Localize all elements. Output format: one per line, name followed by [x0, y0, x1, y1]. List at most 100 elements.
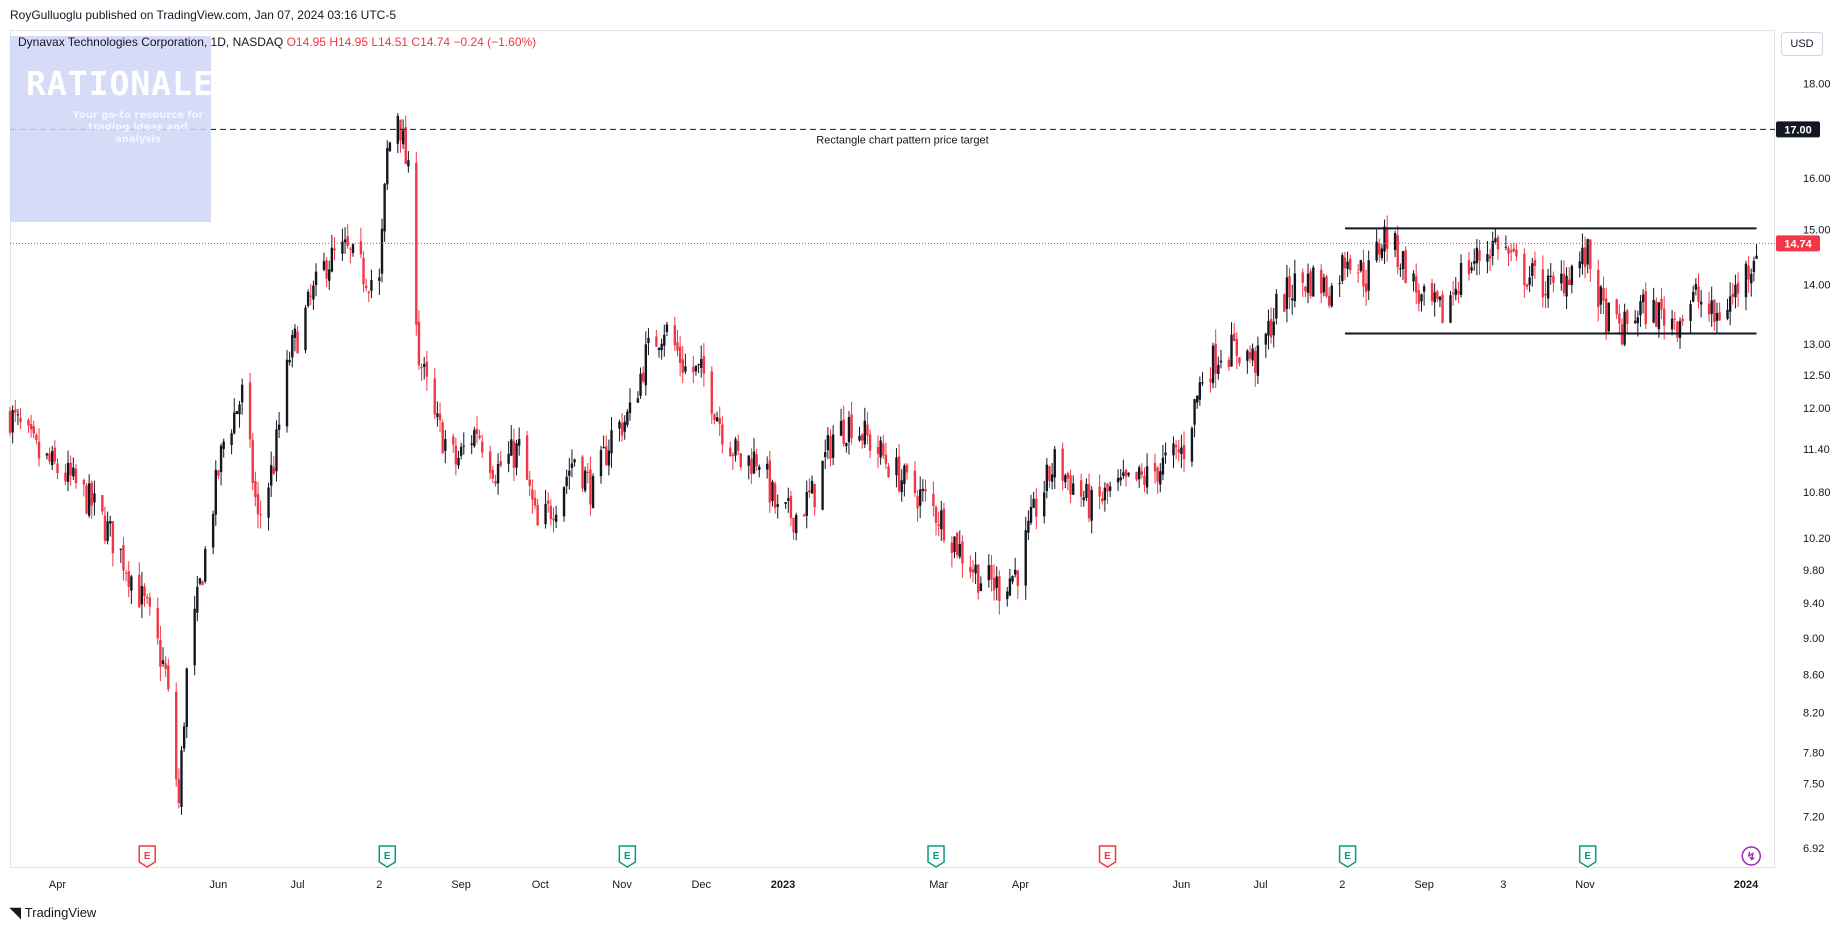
candle-body	[1578, 261, 1581, 269]
candle-body	[29, 424, 33, 430]
candle-body	[734, 439, 737, 456]
candle-body	[74, 468, 78, 484]
candle-body	[884, 454, 888, 464]
candle-body	[285, 359, 289, 427]
currency-button[interactable]: USD	[1781, 32, 1823, 56]
time-tick-label: Jul	[1254, 879, 1268, 891]
candle-body	[620, 423, 624, 436]
candle-body	[921, 488, 925, 491]
candle-body	[758, 466, 761, 470]
candle-body	[45, 453, 49, 456]
candle-body	[159, 639, 162, 667]
candle-body	[1082, 497, 1085, 501]
candle-body	[1750, 273, 1753, 284]
candle-body	[1045, 464, 1049, 492]
price-tick-label: 15.00	[1803, 224, 1831, 236]
candle-body	[277, 424, 281, 430]
candle-body	[1087, 484, 1091, 519]
candle-body	[1127, 472, 1130, 476]
candle-body	[1064, 475, 1067, 483]
time-tick-label: 2023	[771, 879, 795, 891]
candle-body	[1227, 359, 1231, 368]
candle-body	[1670, 318, 1674, 330]
candle-body	[325, 260, 328, 279]
candle-body	[233, 412, 236, 434]
candle-body	[950, 542, 954, 554]
candle-body	[1475, 247, 1479, 264]
candle-body	[1153, 462, 1157, 472]
tradingview-brand[interactable]: ◥ TradingView	[10, 904, 96, 921]
candle-body	[1541, 269, 1545, 298]
candle-body	[396, 115, 400, 144]
time-tick-label: Oct	[532, 879, 549, 891]
candle-body	[177, 779, 181, 804]
candle-body	[122, 545, 125, 571]
candle-body	[924, 488, 927, 492]
candle-body	[1697, 286, 1700, 302]
price-tick-label: 8.20	[1803, 707, 1824, 719]
candle-body	[288, 360, 291, 363]
candle-body	[37, 441, 41, 459]
candle-body	[1507, 248, 1510, 254]
candle-body	[1707, 303, 1711, 315]
candle-body	[293, 328, 297, 339]
legend-change: −0.24 (−1.60%)	[453, 35, 537, 49]
tradingview-logo-icon: ◥	[10, 904, 21, 920]
candle-body	[1325, 276, 1328, 297]
candle-body	[729, 447, 732, 457]
candle-body	[309, 295, 312, 297]
candle-body	[676, 342, 679, 351]
candle-body	[750, 458, 753, 474]
candle-body	[900, 480, 903, 493]
candle-body	[148, 597, 152, 607]
candle-body	[591, 475, 595, 508]
price-tick-label: 10.20	[1803, 533, 1831, 545]
time-axis: Apr Jun Jul 2 Sep Oct Nov Dec 2023 Mar Apr Jun Jul 2 S…	[49, 879, 1759, 891]
time-tick-label: Nov	[1575, 879, 1595, 891]
candle-body	[248, 382, 252, 440]
candle-body	[955, 532, 959, 556]
candle-body	[787, 498, 790, 501]
candle-body	[1736, 282, 1740, 294]
candle-body	[1689, 304, 1692, 321]
candle-body	[573, 459, 576, 463]
candle-body	[1032, 498, 1035, 508]
candle-body	[1713, 299, 1716, 322]
candle-body	[1050, 474, 1054, 482]
price-target-badge	[1776, 121, 1820, 138]
candle-body	[1436, 291, 1439, 299]
time-tick-label: Sep	[1414, 879, 1434, 891]
candle-body	[789, 496, 793, 519]
candle-body	[879, 440, 882, 458]
candle-body	[436, 413, 439, 418]
candle-body	[755, 454, 758, 467]
candle-body	[1230, 334, 1233, 367]
price-tick-label: 7.50	[1803, 779, 1824, 791]
candle-body	[473, 429, 476, 447]
candle-body	[1180, 447, 1183, 455]
candle-body	[1349, 258, 1352, 271]
candle-body	[230, 433, 233, 445]
tradingview-label: TradingView	[24, 905, 97, 920]
candle-body	[536, 505, 539, 526]
candle-body	[182, 726, 186, 749]
candle-body	[913, 470, 917, 493]
candle-body	[1744, 263, 1748, 298]
candle-body	[156, 607, 159, 639]
candle-body	[1494, 238, 1497, 243]
symbol-name[interactable]: Dynavax Technologies Corporation, 1D, NA…	[18, 35, 284, 49]
candle-body	[626, 411, 629, 425]
candle-body	[1657, 302, 1661, 330]
candle-body	[1085, 483, 1088, 498]
candle-body	[475, 428, 479, 435]
price-tick-label: 11.40	[1803, 444, 1830, 456]
candle-body	[1525, 284, 1529, 287]
candle-body	[499, 461, 502, 466]
candle-body	[1586, 239, 1589, 265]
candle-body	[1734, 284, 1737, 298]
candle-body	[1531, 263, 1534, 276]
candle-body	[1035, 498, 1038, 517]
candle-body	[145, 597, 149, 599]
candle-body	[87, 483, 91, 516]
